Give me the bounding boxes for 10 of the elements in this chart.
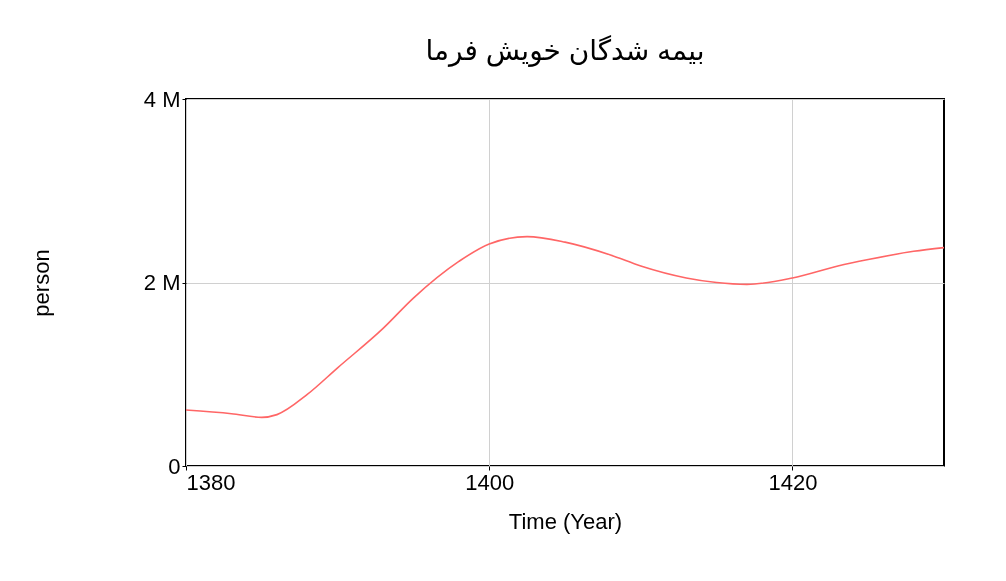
y-tick-label: 4 M xyxy=(143,86,181,112)
line-series xyxy=(185,235,945,419)
x-tick-label: 1400 xyxy=(465,469,515,495)
x-axis-title: Time (Year) xyxy=(508,508,623,534)
y-tick-label: 0 xyxy=(168,453,181,479)
x-tick-label: 1420 xyxy=(768,469,818,495)
x-tick-label: 1380 xyxy=(186,469,236,495)
y-axis-title: person xyxy=(28,249,54,317)
chart-title: بیمه شدگان خویش فرما xyxy=(425,34,705,67)
y-tick-label: 2 M xyxy=(143,270,181,295)
